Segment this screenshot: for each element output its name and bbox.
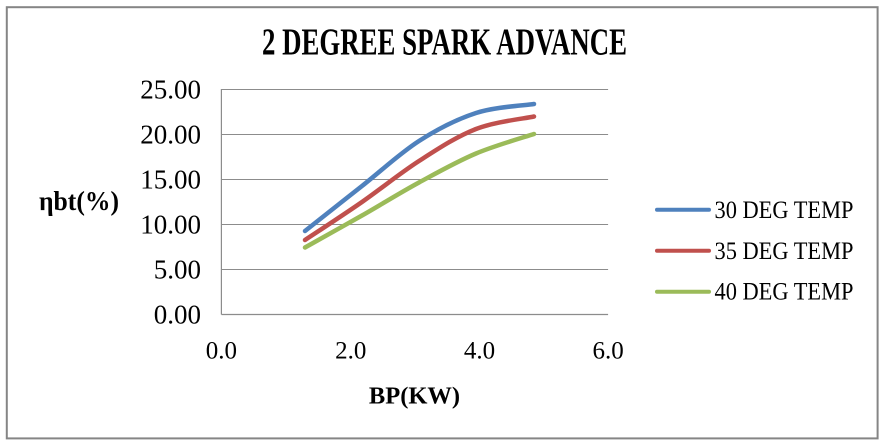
svg-text:4.0: 4.0: [464, 338, 495, 365]
svg-text:BP(KW): BP(KW): [369, 383, 460, 410]
svg-text:2.0: 2.0: [335, 338, 366, 365]
svg-text:ηbt(%): ηbt(%): [39, 186, 119, 216]
svg-text:15.00: 15.00: [140, 165, 201, 195]
svg-text:5.00: 5.00: [154, 255, 201, 285]
svg-text:2 DEGREE SPARK ADVANCE: 2 DEGREE SPARK ADVANCE: [262, 22, 627, 64]
svg-text:40 DEG TEMP: 40 DEG TEMP: [715, 277, 854, 306]
svg-text:30 DEG TEMP: 30 DEG TEMP: [715, 195, 854, 224]
svg-text:0.0: 0.0: [206, 338, 237, 365]
svg-text:0.00: 0.00: [154, 300, 201, 330]
svg-text:25.00: 25.00: [140, 75, 201, 105]
svg-text:20.00: 20.00: [140, 120, 201, 150]
svg-text:6.0: 6.0: [592, 338, 623, 365]
svg-text:35 DEG TEMP: 35 DEG TEMP: [715, 236, 854, 265]
svg-text:10.00: 10.00: [140, 210, 201, 240]
